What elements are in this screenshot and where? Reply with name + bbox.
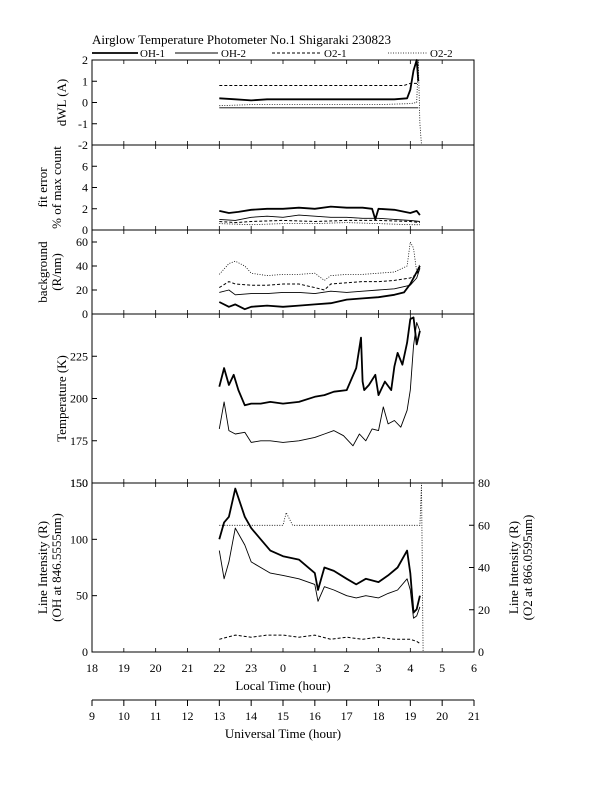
y-tick-label: 1	[82, 74, 88, 88]
x-tick-label-ut: 21	[468, 709, 480, 723]
y-tick-label: -1	[78, 117, 88, 131]
series-line-oh-2	[218, 322, 421, 447]
y-axis-label: fit error	[35, 167, 50, 208]
y2-tick-label: 40	[478, 561, 490, 575]
x-axis-label-ut: Universal Time (hour)	[225, 726, 341, 741]
series-line-o2-2	[219, 241, 421, 281]
x-tick-label-local: 21	[182, 661, 194, 675]
series-line-oh-2	[219, 268, 421, 296]
x-tick-label-local: 6	[471, 661, 477, 675]
x-axis-label-local: Local Time (hour)	[235, 678, 330, 693]
y-tick-label: 200	[70, 392, 88, 406]
x-tick-label-local: 22	[213, 661, 225, 675]
series-line-o2-1	[219, 634, 421, 644]
chart-title: Airglow Temperature Photometer No.1 Shig…	[92, 32, 391, 47]
panel-frame	[91, 482, 475, 653]
legend-label: O2-1	[324, 48, 347, 60]
y-tick-label: 150	[70, 476, 88, 490]
y-tick-label: 175	[70, 434, 88, 448]
y-tick-label: 150	[70, 476, 88, 490]
series-line-o2-1	[219, 219, 420, 224]
y-axis-label: % of max count	[49, 146, 64, 229]
y-axis-label: Line Intensity (R)	[35, 521, 50, 614]
series-line-oh-1	[218, 487, 421, 614]
x-tick-label-local: 2	[344, 661, 350, 675]
x-tick-label-ut: 20	[436, 709, 448, 723]
x-tick-label-local: 3	[376, 661, 382, 675]
series-line-oh-1	[218, 316, 421, 407]
x-tick-label-ut: 11	[150, 709, 162, 723]
series-line-o2-1	[219, 82, 419, 86]
series-line-oh-2	[219, 214, 420, 222]
series-line-oh-1	[219, 59, 420, 102]
legend-label: OH-2	[221, 48, 246, 60]
x-tick-label-ut: 14	[245, 709, 257, 723]
series-line-oh-1	[218, 265, 421, 311]
series-line-oh-2	[218, 527, 421, 619]
y-tick-label: 0	[82, 96, 88, 110]
y-axis-label: dWL (A)	[54, 79, 69, 127]
y-axis-label: (OH at 846.5555nm)	[49, 513, 64, 622]
x-tick-label-ut: 19	[404, 709, 416, 723]
x-tick-label-local: 5	[439, 661, 445, 675]
y-axis-label: (R/nm)	[49, 253, 64, 291]
x-tick-label-ut: 13	[213, 709, 225, 723]
x-tick-label-ut: 9	[89, 709, 95, 723]
x-tick-label-local: 19	[118, 661, 130, 675]
y-tick-label: 40	[76, 259, 88, 273]
y-tick-label: 225	[70, 349, 88, 363]
y-tick-label: -2	[78, 138, 88, 152]
y-tick-label: 0	[82, 223, 88, 237]
y-tick-label: 6	[82, 159, 88, 173]
y-tick-label: 2	[82, 53, 88, 67]
x-tick-label-local: 20	[150, 661, 162, 675]
x-tick-label-ut: 15	[277, 709, 289, 723]
y2-axis-label: Line Intensity (R)	[506, 521, 521, 614]
x-tick-label-ut: 16	[309, 709, 321, 723]
series-line-o2-2	[219, 59, 422, 146]
y-tick-label: 50	[76, 589, 88, 603]
y-tick-label: 60	[76, 235, 88, 249]
y-tick-label: 4	[82, 181, 88, 195]
series-line-o2-2	[219, 222, 420, 226]
y2-tick-label: 80	[478, 476, 490, 490]
x-tick-label-local: 0	[280, 661, 286, 675]
x-tick-label-ut: 12	[182, 709, 194, 723]
y-tick-label: 2	[82, 202, 88, 216]
legend-label: OH-1	[140, 48, 165, 60]
series-line-oh-1	[219, 205, 421, 221]
y2-tick-label: 60	[478, 518, 490, 532]
x-tick-label-local: 1	[312, 661, 318, 675]
y2-tick-label: 0	[478, 645, 484, 659]
legend-label: O2-2	[430, 48, 453, 60]
y-tick-label: 20	[76, 283, 88, 297]
x-tick-label-ut: 18	[373, 709, 385, 723]
y-axis-label: Temperature (K)	[54, 355, 69, 442]
y2-axis-label: (O2 at 866.0595nm)	[520, 515, 535, 621]
y-tick-label: 100	[70, 532, 88, 546]
y-tick-label: 0	[82, 307, 88, 321]
y-axis-label: background	[35, 241, 50, 303]
x-tick-label-ut: 17	[341, 709, 353, 723]
x-tick-label-local: 18	[86, 661, 98, 675]
y2-tick-label: 20	[478, 603, 490, 617]
x-tick-label-local: 4	[407, 661, 413, 675]
x-tick-label-local: 23	[245, 661, 257, 675]
series-line-o2-1	[219, 268, 421, 291]
y-tick-label: 0	[82, 645, 88, 659]
series-line-o2-2	[219, 482, 424, 653]
x-tick-label-ut: 10	[118, 709, 130, 723]
